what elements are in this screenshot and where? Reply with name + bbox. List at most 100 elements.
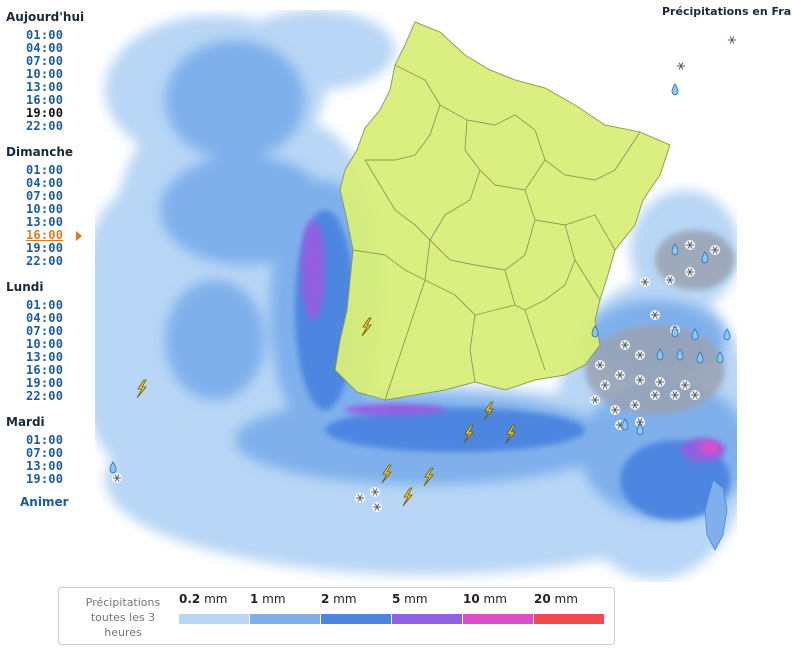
raindrop-icon xyxy=(109,461,117,474)
lightning-icon xyxy=(402,487,413,507)
time-slot[interactable]: 04:00 xyxy=(26,41,64,55)
time-slot[interactable]: 10:00 xyxy=(26,67,64,81)
france-land xyxy=(334,21,671,401)
legend-tick: 20 mm xyxy=(534,592,578,606)
time-slot[interactable]: 07:00 xyxy=(26,446,64,460)
lightning-icon xyxy=(505,424,516,444)
snowflake-icon xyxy=(615,370,625,380)
time-slot[interactable]: 10:00 xyxy=(26,337,64,351)
snowflake-icon xyxy=(690,390,700,400)
time-slot[interactable]: 19:00 xyxy=(26,376,64,390)
raindrop-icon xyxy=(716,351,724,364)
snowflake-icon xyxy=(620,340,630,350)
time-slot[interactable]: 13:00 xyxy=(26,350,64,364)
snowflake-icon xyxy=(112,473,122,483)
snowflake-icon xyxy=(685,267,695,277)
raindrop-icon xyxy=(671,325,679,338)
rain-zone-very-intense xyxy=(700,441,720,455)
time-slot[interactable]: 13:00 xyxy=(26,215,64,229)
snowflake-icon xyxy=(650,310,660,320)
time-slot[interactable]: 13:00 xyxy=(26,80,64,94)
time-slot[interactable]: 07:00 xyxy=(26,54,64,68)
raindrop-icon xyxy=(671,243,679,256)
time-slot[interactable]: 01:00 xyxy=(26,298,64,312)
snowflake-icon xyxy=(680,380,690,390)
snowflake-icon xyxy=(372,502,382,512)
raindrop-icon xyxy=(656,348,664,361)
legend-tick: 0.2 mm xyxy=(179,592,228,606)
legend-color-swatch xyxy=(463,614,533,624)
time-slot[interactable]: 22:00 xyxy=(26,119,64,133)
time-slot[interactable]: 19:00 xyxy=(26,106,64,120)
time-slot[interactable]: 13:00 xyxy=(26,459,64,473)
legend-color-swatch xyxy=(392,614,462,624)
day-header: Mardi xyxy=(6,415,45,429)
snowflake-icon xyxy=(635,417,645,427)
raindrop-icon xyxy=(671,83,679,96)
legend-color-swatch xyxy=(250,614,320,624)
raindrop-icon xyxy=(701,251,709,264)
time-slot[interactable]: 16:00 xyxy=(26,228,64,242)
snowflake-icon xyxy=(370,487,380,497)
legend-color-swatch xyxy=(534,614,604,624)
lightning-icon xyxy=(136,379,147,399)
snowflake-icon xyxy=(630,400,640,410)
lightning-icon xyxy=(361,317,372,337)
snowflake-icon xyxy=(676,61,686,71)
region-borders xyxy=(352,64,641,401)
time-slot[interactable]: 10:00 xyxy=(26,202,64,216)
time-slot[interactable]: 04:00 xyxy=(26,176,64,190)
snowflake-icon xyxy=(635,350,645,360)
time-slot[interactable]: 04:00 xyxy=(26,311,64,325)
snowflake-icon xyxy=(710,245,720,255)
raindrop-icon xyxy=(591,325,599,338)
precipitation-legend: Précipitations toutes les 3 heures 0.2 m… xyxy=(58,587,615,645)
selected-time-indicator xyxy=(76,231,82,241)
precipitation-map: Précipitations en France xyxy=(95,5,792,582)
snowflake-icon xyxy=(685,240,695,250)
snowflake-icon xyxy=(590,395,600,405)
snowflake-icon xyxy=(610,405,620,415)
lightning-icon xyxy=(463,424,474,444)
snowflake-icon xyxy=(635,375,645,385)
time-selector: Aujourd'hui 01:00 04:00 07:00 10:00 13:00 16:0… xyxy=(0,0,95,520)
time-slot[interactable]: 19:00 xyxy=(26,472,64,486)
raindrop-icon xyxy=(691,328,699,341)
time-slot[interactable]: 22:00 xyxy=(26,254,64,268)
day-header: Lundi xyxy=(6,280,44,294)
animate-button[interactable]: Animer xyxy=(20,495,69,509)
raindrop-icon xyxy=(636,423,644,436)
snowflake-icon xyxy=(355,493,365,503)
time-slot[interactable]: 01:00 xyxy=(26,433,64,447)
map-canvas xyxy=(95,10,737,580)
day-header: Dimanche xyxy=(6,145,74,159)
lightning-icon xyxy=(483,401,494,421)
legend-tick: 10 mm xyxy=(463,592,507,606)
snowflake-icon xyxy=(670,390,680,400)
legend-color-swatch xyxy=(179,614,249,624)
time-slot[interactable]: 07:00 xyxy=(26,189,64,203)
legend-tick: 2 mm xyxy=(321,592,357,606)
legend-tick: 1 mm xyxy=(250,592,286,606)
time-slot[interactable]: 01:00 xyxy=(26,163,64,177)
time-slot[interactable]: 16:00 xyxy=(26,363,64,377)
time-slot[interactable]: 01:00 xyxy=(26,28,64,42)
snowflake-icon xyxy=(595,360,605,370)
corsica-land xyxy=(704,479,728,551)
map-title: Précipitations en France xyxy=(662,5,792,18)
time-slot[interactable]: 16:00 xyxy=(26,93,64,107)
snowflake-icon xyxy=(727,35,737,45)
legend-label: Précipitations toutes les 3 heures xyxy=(85,596,161,639)
weather-icons xyxy=(109,35,737,512)
raindrop-icon xyxy=(696,351,704,364)
legend-tick: 5 mm xyxy=(392,592,428,606)
raindrop-icon xyxy=(676,348,684,361)
snowflake-icon xyxy=(600,380,610,390)
raindrop-icon xyxy=(621,418,629,431)
time-slot[interactable]: 22:00 xyxy=(26,389,64,403)
snowflake-icon xyxy=(655,377,665,387)
raindrop-icon xyxy=(723,328,731,341)
time-slot[interactable]: 07:00 xyxy=(26,324,64,338)
day-header: Aujourd'hui xyxy=(6,10,85,24)
time-slot[interactable]: 19:00 xyxy=(26,241,64,255)
